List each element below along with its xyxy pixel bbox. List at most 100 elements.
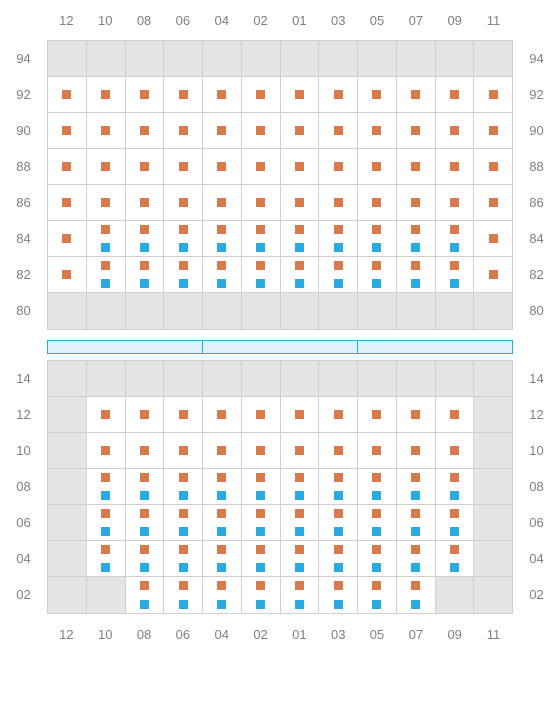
seat-marker-orange (101, 90, 110, 99)
seat-cell (126, 41, 165, 76)
seat-marker-blue (372, 600, 381, 609)
seat-cell (203, 293, 242, 329)
seat-cell (319, 293, 358, 329)
seat-cell (474, 361, 512, 396)
column-label: 02 (241, 13, 280, 28)
seat-cell (126, 577, 165, 613)
seat-marker-orange (411, 473, 420, 482)
seat-marker-orange (372, 410, 381, 419)
seat-marker-orange (101, 446, 110, 455)
seat-marker-orange (372, 509, 381, 518)
seat-cell (242, 469, 281, 504)
seat-marker-orange (256, 198, 265, 207)
seat-marker-orange (334, 126, 343, 135)
seat-cell (281, 361, 320, 396)
seat-cell (203, 505, 242, 540)
seat-cell (436, 185, 475, 220)
seat-marker-orange (179, 410, 188, 419)
seat-marker-blue (295, 279, 304, 288)
seat-marker-orange (334, 162, 343, 171)
top-grid (47, 40, 513, 330)
seat-cell (87, 469, 126, 504)
seat-cell (281, 505, 320, 540)
seat-marker-orange (217, 162, 226, 171)
seat-cell (164, 433, 203, 468)
column-label: 06 (163, 13, 202, 28)
seat-marker-blue (217, 279, 226, 288)
seat-cell (87, 577, 126, 613)
seat-marker-blue (101, 491, 110, 500)
seat-marker-orange (256, 126, 265, 135)
bottom-row-labels-left: 14121008060402 (0, 360, 47, 614)
seat-marker-blue (295, 527, 304, 536)
seat-cell (203, 469, 242, 504)
seat-cell (87, 361, 126, 396)
row-label: 02 (0, 576, 47, 612)
row-label: 12 (513, 396, 560, 432)
seat-cell (436, 41, 475, 76)
seat-marker-orange (101, 198, 110, 207)
column-label: 07 (396, 13, 435, 28)
seat-marker-orange (411, 581, 420, 590)
seat-marker-orange (140, 261, 149, 270)
seat-cell (242, 577, 281, 613)
seat-marker-orange (411, 410, 420, 419)
seat-marker-blue (411, 600, 420, 609)
seat-cell (48, 361, 87, 396)
seat-cell (319, 469, 358, 504)
row-label: 10 (0, 432, 47, 468)
seat-marker-orange (295, 261, 304, 270)
seat-marker-orange (334, 90, 343, 99)
seat-cell (48, 185, 87, 220)
row-label: 04 (0, 540, 47, 576)
seat-marker-blue (256, 563, 265, 572)
seat-cell (203, 433, 242, 468)
seat-marker-orange (217, 225, 226, 234)
seat-marker-blue (411, 491, 420, 500)
seat-cell (474, 397, 512, 432)
seat-cell (281, 433, 320, 468)
seat-cell (474, 185, 512, 220)
seat-marker-orange (411, 162, 420, 171)
bottom-row-labels-right: 14121008060402 (513, 360, 560, 614)
row-label: 92 (513, 76, 560, 112)
seat-cell (242, 541, 281, 576)
seat-marker-orange (411, 90, 420, 99)
seat-marker-orange (372, 126, 381, 135)
row-label: 10 (513, 432, 560, 468)
column-label: 03 (319, 627, 358, 642)
seat-cell (164, 293, 203, 329)
seat-cell (126, 293, 165, 329)
column-label: 09 (435, 13, 474, 28)
seat-cell (319, 433, 358, 468)
seat-cell (242, 505, 281, 540)
seat-marker-orange (62, 162, 71, 171)
seat-marker-blue (411, 243, 420, 252)
row-label: 06 (0, 504, 47, 540)
seat-marker-blue (140, 491, 149, 500)
seat-marker-orange (450, 473, 459, 482)
seat-cell (436, 293, 475, 329)
seat-marker-orange (140, 545, 149, 554)
seat-cell (358, 469, 397, 504)
grid-row (48, 41, 512, 77)
seat-cell (48, 41, 87, 76)
seat-marker-blue (217, 491, 226, 500)
seat-cell (126, 433, 165, 468)
seat-cell (281, 541, 320, 576)
column-label: 04 (202, 13, 241, 28)
column-label: 07 (396, 627, 435, 642)
seat-cell (474, 41, 512, 76)
seat-marker-orange (450, 225, 459, 234)
seat-cell (203, 221, 242, 256)
seat-cell (319, 505, 358, 540)
seat-marker-orange (101, 473, 110, 482)
seat-marker-orange (140, 162, 149, 171)
grid-row (48, 541, 512, 577)
seating-chart: 121008060402010305070911 949290888684828… (0, 0, 560, 720)
seat-cell (474, 433, 512, 468)
seat-cell (126, 469, 165, 504)
seat-marker-orange (179, 545, 188, 554)
seat-marker-blue (334, 491, 343, 500)
seat-cell (281, 577, 320, 613)
